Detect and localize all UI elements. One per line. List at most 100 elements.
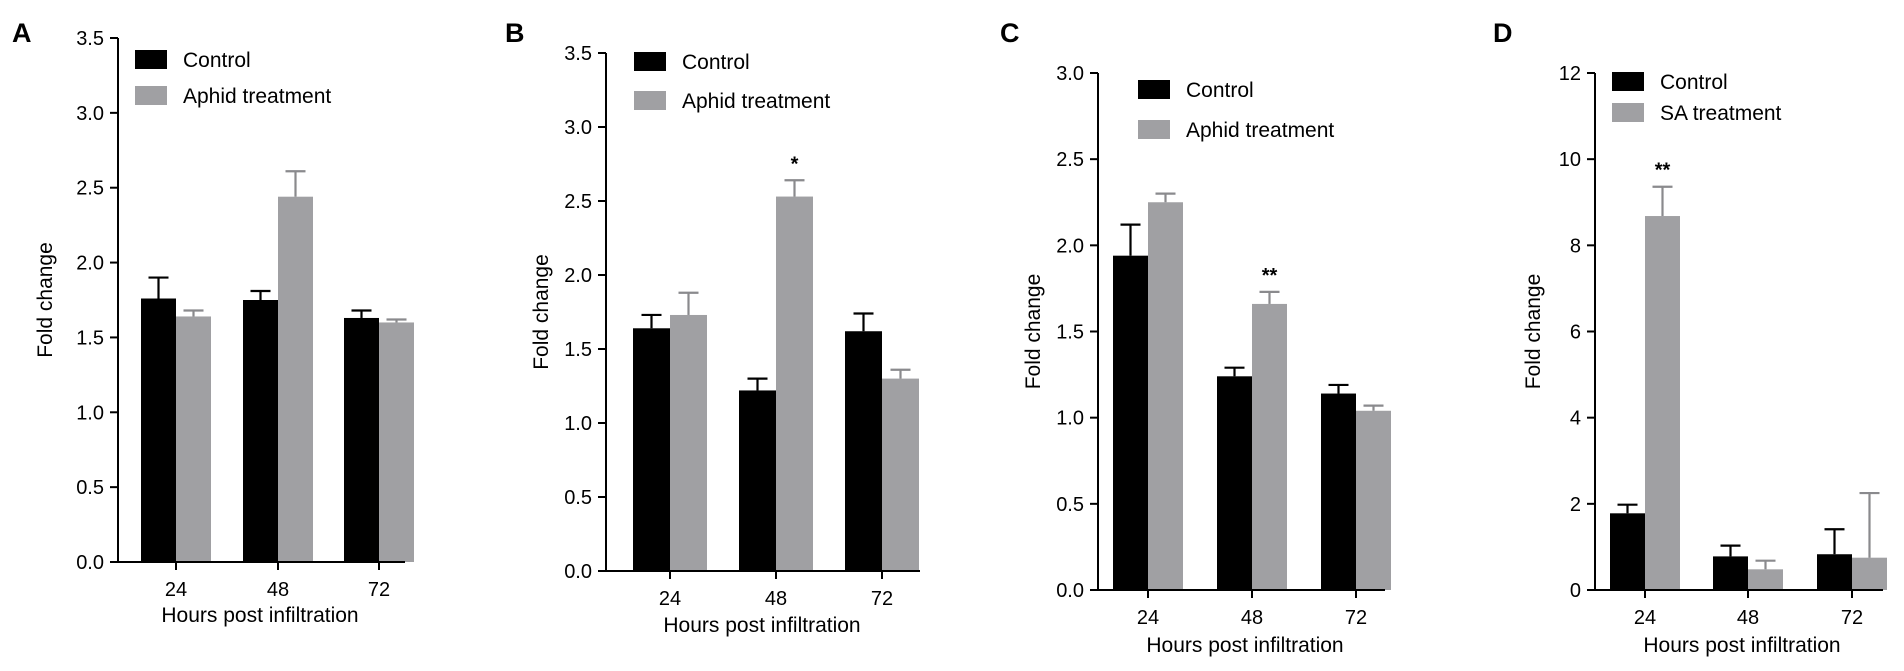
bar: [882, 378, 919, 571]
significance-label: *: [791, 153, 799, 175]
bar: [633, 328, 670, 571]
legend-label: Control: [682, 51, 750, 74]
legend-swatch: [135, 50, 167, 69]
y-tick-label: 2.5: [564, 191, 592, 213]
legend-swatch: [1612, 103, 1644, 122]
panel-letter: A: [12, 18, 32, 48]
y-tick-label: 3.0: [1056, 63, 1084, 85]
bar: [1610, 513, 1645, 590]
y-axis-title: Fold change: [1022, 274, 1045, 390]
y-tick-label: 3.0: [564, 117, 592, 139]
panel-letter: D: [1493, 18, 1513, 48]
x-tick-label: 48: [765, 588, 787, 610]
legend-label: Aphid treatment: [1186, 119, 1334, 142]
y-tick-label: 12: [1559, 63, 1581, 85]
x-tick-label: 24: [659, 588, 681, 610]
y-tick-label: 0.0: [1056, 580, 1084, 602]
y-tick-label: 2.5: [1056, 149, 1084, 171]
y-tick-label: 1.0: [76, 402, 104, 424]
y-axis-title: Fold change: [34, 242, 57, 358]
y-axis-title: Fold change: [1522, 274, 1545, 390]
bar: [670, 314, 707, 571]
y-tick-label: 0.0: [76, 552, 104, 574]
bar: [776, 196, 813, 571]
y-tick-label: 2.0: [564, 265, 592, 287]
y-tick-label: 2: [1570, 494, 1581, 516]
panel-b: B 24 * 48 72 0.0 0.5 1.0 1.5 2.0 2.5 3.0 3.5 Fold cha…: [505, 18, 920, 637]
y-tick-label: 0.5: [1056, 494, 1084, 516]
x-tick-label: 72: [368, 579, 390, 601]
y-tick-label: 3.0: [76, 103, 104, 125]
panel-letter: B: [505, 18, 525, 48]
legend-label: SA treatment: [1660, 102, 1782, 125]
bar: [1321, 393, 1356, 590]
legend-label: Control: [1660, 71, 1728, 94]
y-tick-label: 1.5: [564, 339, 592, 361]
y-tick-label: 3.5: [564, 43, 592, 65]
x-tick-label: 24: [1634, 607, 1656, 629]
legend-swatch: [135, 86, 167, 105]
y-tick-label: 0.5: [76, 477, 104, 499]
y-axis-title: Fold change: [530, 254, 553, 370]
x-axis-title: Hours post infiltration: [1643, 634, 1840, 657]
y-tick-label: 2.0: [76, 253, 104, 275]
legend-label: Control: [183, 49, 251, 72]
bar: [1645, 216, 1680, 590]
panel-c: C 24 ** 48 72 0.0 0.5 1.0 1.5 2.0 2.5 3.0 Fold chang…: [1000, 18, 1391, 657]
x-tick-label: 24: [1137, 607, 1159, 629]
y-tick-label: 8: [1570, 235, 1581, 257]
legend-swatch: [1612, 72, 1644, 91]
y-tick-label: 1.5: [76, 327, 104, 349]
x-tick-label: 72: [1345, 607, 1367, 629]
y-tick-label: 0.5: [564, 487, 592, 509]
x-axis-title: Hours post infiltration: [161, 604, 358, 627]
bar: [1713, 556, 1748, 590]
bar: [278, 196, 313, 562]
y-tick-label: 3.5: [76, 28, 104, 50]
bar: [739, 390, 776, 571]
legend-label: Control: [1186, 79, 1254, 102]
significance-label: **: [1262, 265, 1278, 287]
bar: [1113, 255, 1148, 590]
y-tick-label: 6: [1570, 322, 1581, 344]
bar: [344, 317, 379, 562]
bar: [1217, 376, 1252, 590]
x-tick-label: 48: [1737, 607, 1759, 629]
legend-swatch: [634, 52, 666, 71]
significance-label: **: [1655, 160, 1671, 182]
x-tick-label: 72: [871, 588, 893, 610]
y-tick-label: 1.0: [1056, 408, 1084, 430]
y-tick-label: 0: [1570, 580, 1581, 602]
x-axis-title: Hours post infiltration: [663, 614, 860, 637]
bar: [1852, 557, 1887, 590]
legend-swatch: [634, 91, 666, 110]
y-tick-label: 4: [1570, 408, 1581, 430]
bar: [1748, 569, 1783, 590]
panel-a: A 24 48 72 0.0 0.5 1.0 1.5 2.0 2.5 3.0 3.5 Fold chan…: [12, 18, 414, 627]
x-tick-label: 72: [1841, 607, 1863, 629]
y-tick-label: 10: [1559, 149, 1581, 171]
x-axis-title: Hours post infiltration: [1146, 634, 1343, 657]
bar: [141, 298, 176, 562]
bar: [1356, 410, 1391, 590]
bar: [243, 300, 278, 562]
bar: [1817, 554, 1852, 590]
bar: [1148, 202, 1183, 590]
bar: [1252, 303, 1287, 590]
panel-letter: C: [1000, 18, 1020, 48]
legend-swatch: [1138, 80, 1170, 99]
bar: [176, 316, 211, 562]
y-tick-label: 0.0: [564, 561, 592, 583]
legend-label: Aphid treatment: [682, 90, 830, 113]
bar: [379, 322, 414, 562]
y-tick-label: 1.0: [564, 413, 592, 435]
x-tick-label: 48: [267, 579, 289, 601]
x-tick-label: 24: [165, 579, 187, 601]
x-tick-label: 48: [1241, 607, 1263, 629]
legend-swatch: [1138, 120, 1170, 139]
bar: [845, 331, 882, 571]
y-tick-label: 2.5: [76, 178, 104, 200]
y-tick-label: 2.0: [1056, 235, 1084, 257]
